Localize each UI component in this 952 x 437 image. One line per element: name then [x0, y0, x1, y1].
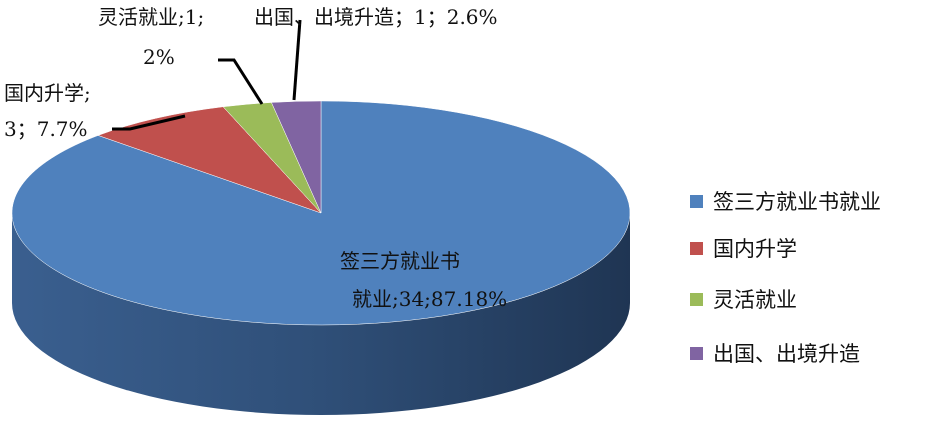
data-label-domestic-2: 3；7.7% — [4, 117, 88, 141]
legend-label: 签三方就业书就业 — [713, 190, 881, 214]
leader-line-abroad — [292, 19, 302, 101]
data-label-flexible-1: 灵活就业;1; — [98, 5, 204, 29]
legend-item-signed: 签三方就业书就业 — [690, 186, 881, 216]
leader-line-flexible — [218, 58, 264, 105]
pie-slice-3 — [271, 100, 322, 214]
legend-label: 灵活就业 — [713, 288, 797, 312]
data-label-abroad: 出国、出境升造；1；2.6% — [254, 5, 498, 29]
data-label-signed-1: 签三方就业书 — [340, 249, 460, 273]
legend-swatch — [690, 292, 703, 306]
pie-slice-1 — [97, 106, 322, 214]
legend-item-domestic: 国内升学 — [690, 233, 797, 263]
legend-swatch — [690, 194, 703, 208]
legend-swatch — [690, 346, 703, 360]
pie-slice-0 — [11, 100, 631, 326]
legend-label: 国内升学 — [713, 237, 797, 261]
data-label-flexible-2: 2% — [143, 45, 175, 69]
legend-item-abroad: 出国、出境升造 — [690, 338, 860, 368]
data-label-domestic-1: 国内升学; — [4, 81, 91, 105]
legend-swatch — [690, 241, 703, 255]
legend-item-flexible: 灵活就业 — [690, 284, 797, 314]
legend-label: 出国、出境升造 — [713, 342, 860, 366]
data-label-signed-2: 就业;34;87.18% — [352, 287, 507, 311]
leader-line-domestic — [112, 114, 186, 131]
pie-side-wall — [12, 213, 630, 415]
